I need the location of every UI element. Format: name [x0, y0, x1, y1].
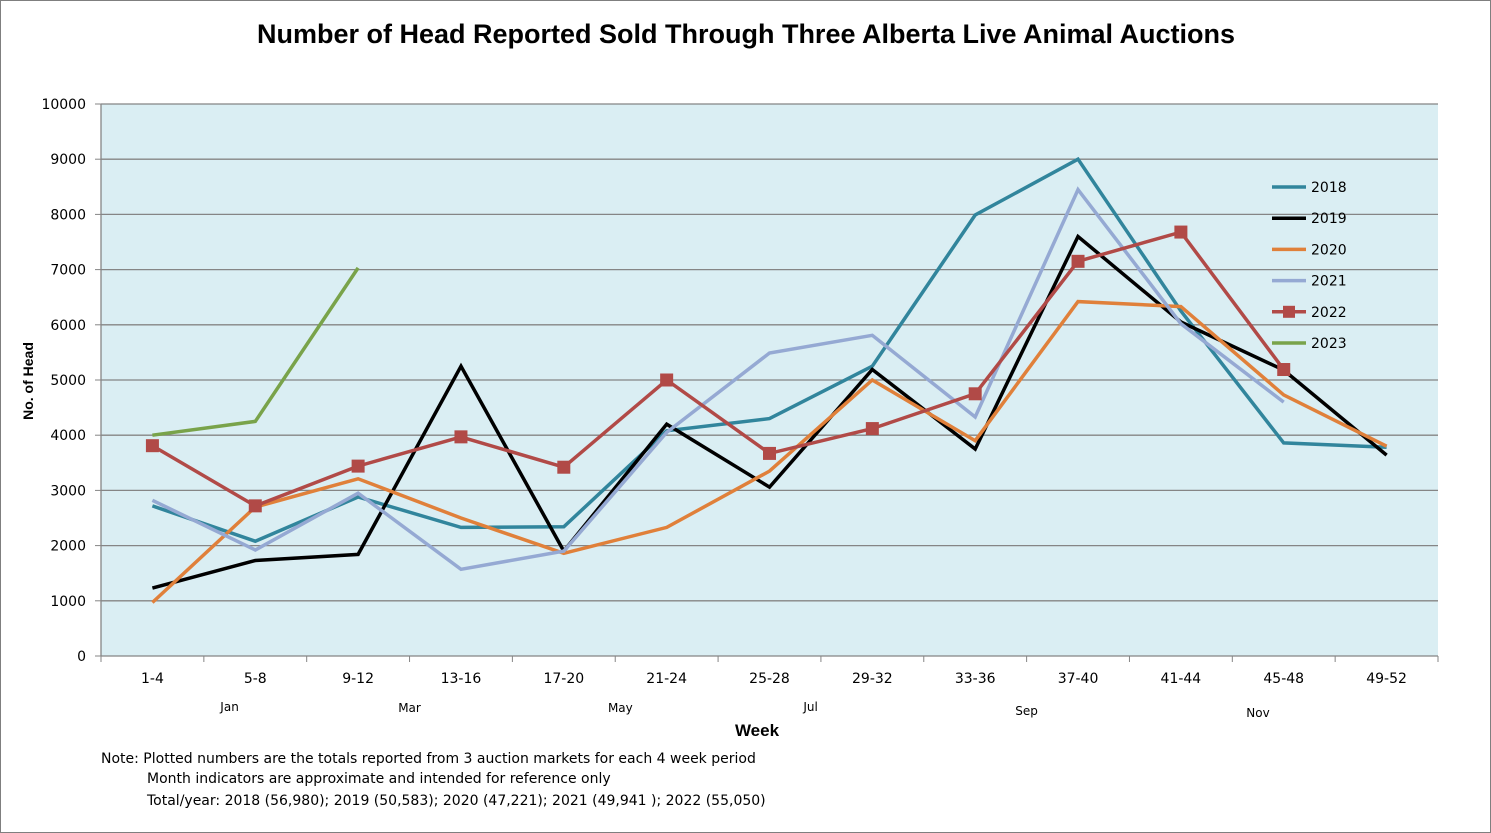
legend-label-2022: 2022	[1311, 305, 1347, 321]
month-label-Nov: Nov	[1246, 706, 1269, 720]
series-2021	[151, 186, 1285, 572]
x-tick-label-21-24: 21-24	[646, 671, 687, 687]
month-label-Mar: Mar	[398, 701, 421, 715]
note-line-1: Note: Plotted numbers are the totals rep…	[101, 751, 756, 767]
series-line-2021	[151, 186, 1285, 572]
x-tick-label-41-44: 41-44	[1161, 671, 1202, 687]
x-tick-label-37-40: 37-40	[1058, 671, 1099, 687]
series-line-2020	[151, 299, 1388, 604]
point-2022-9-12	[351, 459, 365, 473]
x-axis-label: Week	[735, 721, 780, 740]
month-label-Jul: Jul	[802, 700, 817, 714]
x-tick-label-29-32: 29-32	[852, 671, 893, 687]
point-2022-17-20	[557, 460, 571, 474]
y-tick-label-7000: 7000	[50, 263, 86, 279]
series-2018	[151, 156, 1387, 544]
note-line-2: Month indicators are approximate and int…	[147, 771, 611, 787]
series-2023	[152, 266, 360, 437]
point-2022-37-40	[1071, 254, 1085, 268]
point-2022-29-32	[865, 422, 879, 436]
legend-label-2020: 2020	[1311, 242, 1347, 258]
legend-label-2023: 2023	[1311, 336, 1347, 352]
legend-item-2018: 2018	[1272, 180, 1347, 196]
x-tick-label-5-8: 5-8	[244, 671, 267, 687]
y-tick-label-4000: 4000	[50, 428, 86, 444]
series-line-2018	[151, 156, 1387, 544]
x-tick-label-1-4: 1-4	[141, 671, 164, 687]
point-2022-21-24	[660, 373, 674, 387]
month-label-Sep: Sep	[1015, 704, 1038, 718]
x-tick-label-25-28: 25-28	[749, 671, 790, 687]
note-line-3: Total/year: 2018 (56,980); 2019 (50,583)…	[146, 793, 766, 809]
legend-label-2019: 2019	[1311, 211, 1347, 227]
point-2022-41-44	[1174, 225, 1188, 239]
point-2022-1-4	[145, 439, 159, 453]
legend-item-2021: 2021	[1272, 274, 1347, 290]
legend-item-2023: 2023	[1272, 336, 1347, 352]
y-tick-label-3000: 3000	[50, 483, 86, 499]
point-2022-33-36	[968, 387, 982, 401]
y-tick-label-9000: 9000	[50, 152, 86, 168]
y-tick-label-0: 0	[77, 649, 86, 665]
legend-label-2018: 2018	[1311, 180, 1347, 196]
legend-marker-2022	[1283, 305, 1295, 318]
series-line-2022	[151, 230, 1286, 508]
chart-title: Number of Head Reported Sold Through Thr…	[257, 19, 1235, 49]
point-2022-45-48	[1277, 363, 1291, 377]
series-2020	[151, 299, 1388, 604]
month-indicators: Jan Mar May Jul Sep Nov	[219, 700, 1269, 720]
series-2022	[145, 225, 1291, 513]
legend-item-2022: 2022	[1272, 305, 1347, 321]
point-2022-25-28	[763, 446, 776, 460]
x-tick-label-17-20: 17-20	[543, 671, 584, 687]
x-tick-label-13-16: 13-16	[441, 671, 482, 687]
y-tick-label-6000: 6000	[50, 318, 86, 334]
month-label-May: May	[608, 701, 633, 715]
y-tick-label-5000: 5000	[50, 373, 86, 389]
x-tick-label-9-12: 9-12	[342, 671, 374, 687]
x-tick-label-45-48: 45-48	[1263, 671, 1304, 687]
x-tick-label-49-52: 49-52	[1366, 671, 1407, 687]
y-axis-ticks: 0 1000 2000 3000 4000 5000 6000 7000 8000 9000 100…	[41, 97, 101, 665]
y-tick-label-8000: 8000	[50, 207, 86, 223]
y-tick-label-10000: 10000	[41, 97, 86, 113]
series-group	[145, 156, 1388, 604]
legend: 2018 2019 2020 2021 2022 2023	[1272, 180, 1347, 352]
y-tick-label-2000: 2000	[50, 539, 86, 555]
point-2022-13-16	[454, 430, 468, 444]
x-tick-label-33-36: 33-36	[955, 671, 996, 687]
legend-item-2019: 2019	[1272, 211, 1347, 227]
legend-label-2021: 2021	[1311, 274, 1347, 290]
y-tick-label-1000: 1000	[50, 594, 86, 610]
series-line-2023	[152, 266, 360, 437]
x-axis-ticks: 1-4 5-8 9-12 13-16 17-20 21-24 25-28 29-32 33-36…	[100, 656, 1439, 687]
gridlines	[101, 103, 1438, 602]
month-label-Jan: Jan	[219, 700, 239, 714]
legend-item-2020: 2020	[1272, 242, 1347, 258]
point-2022-5-8	[248, 499, 262, 513]
y-axis-label: No. of Head	[20, 342, 36, 420]
